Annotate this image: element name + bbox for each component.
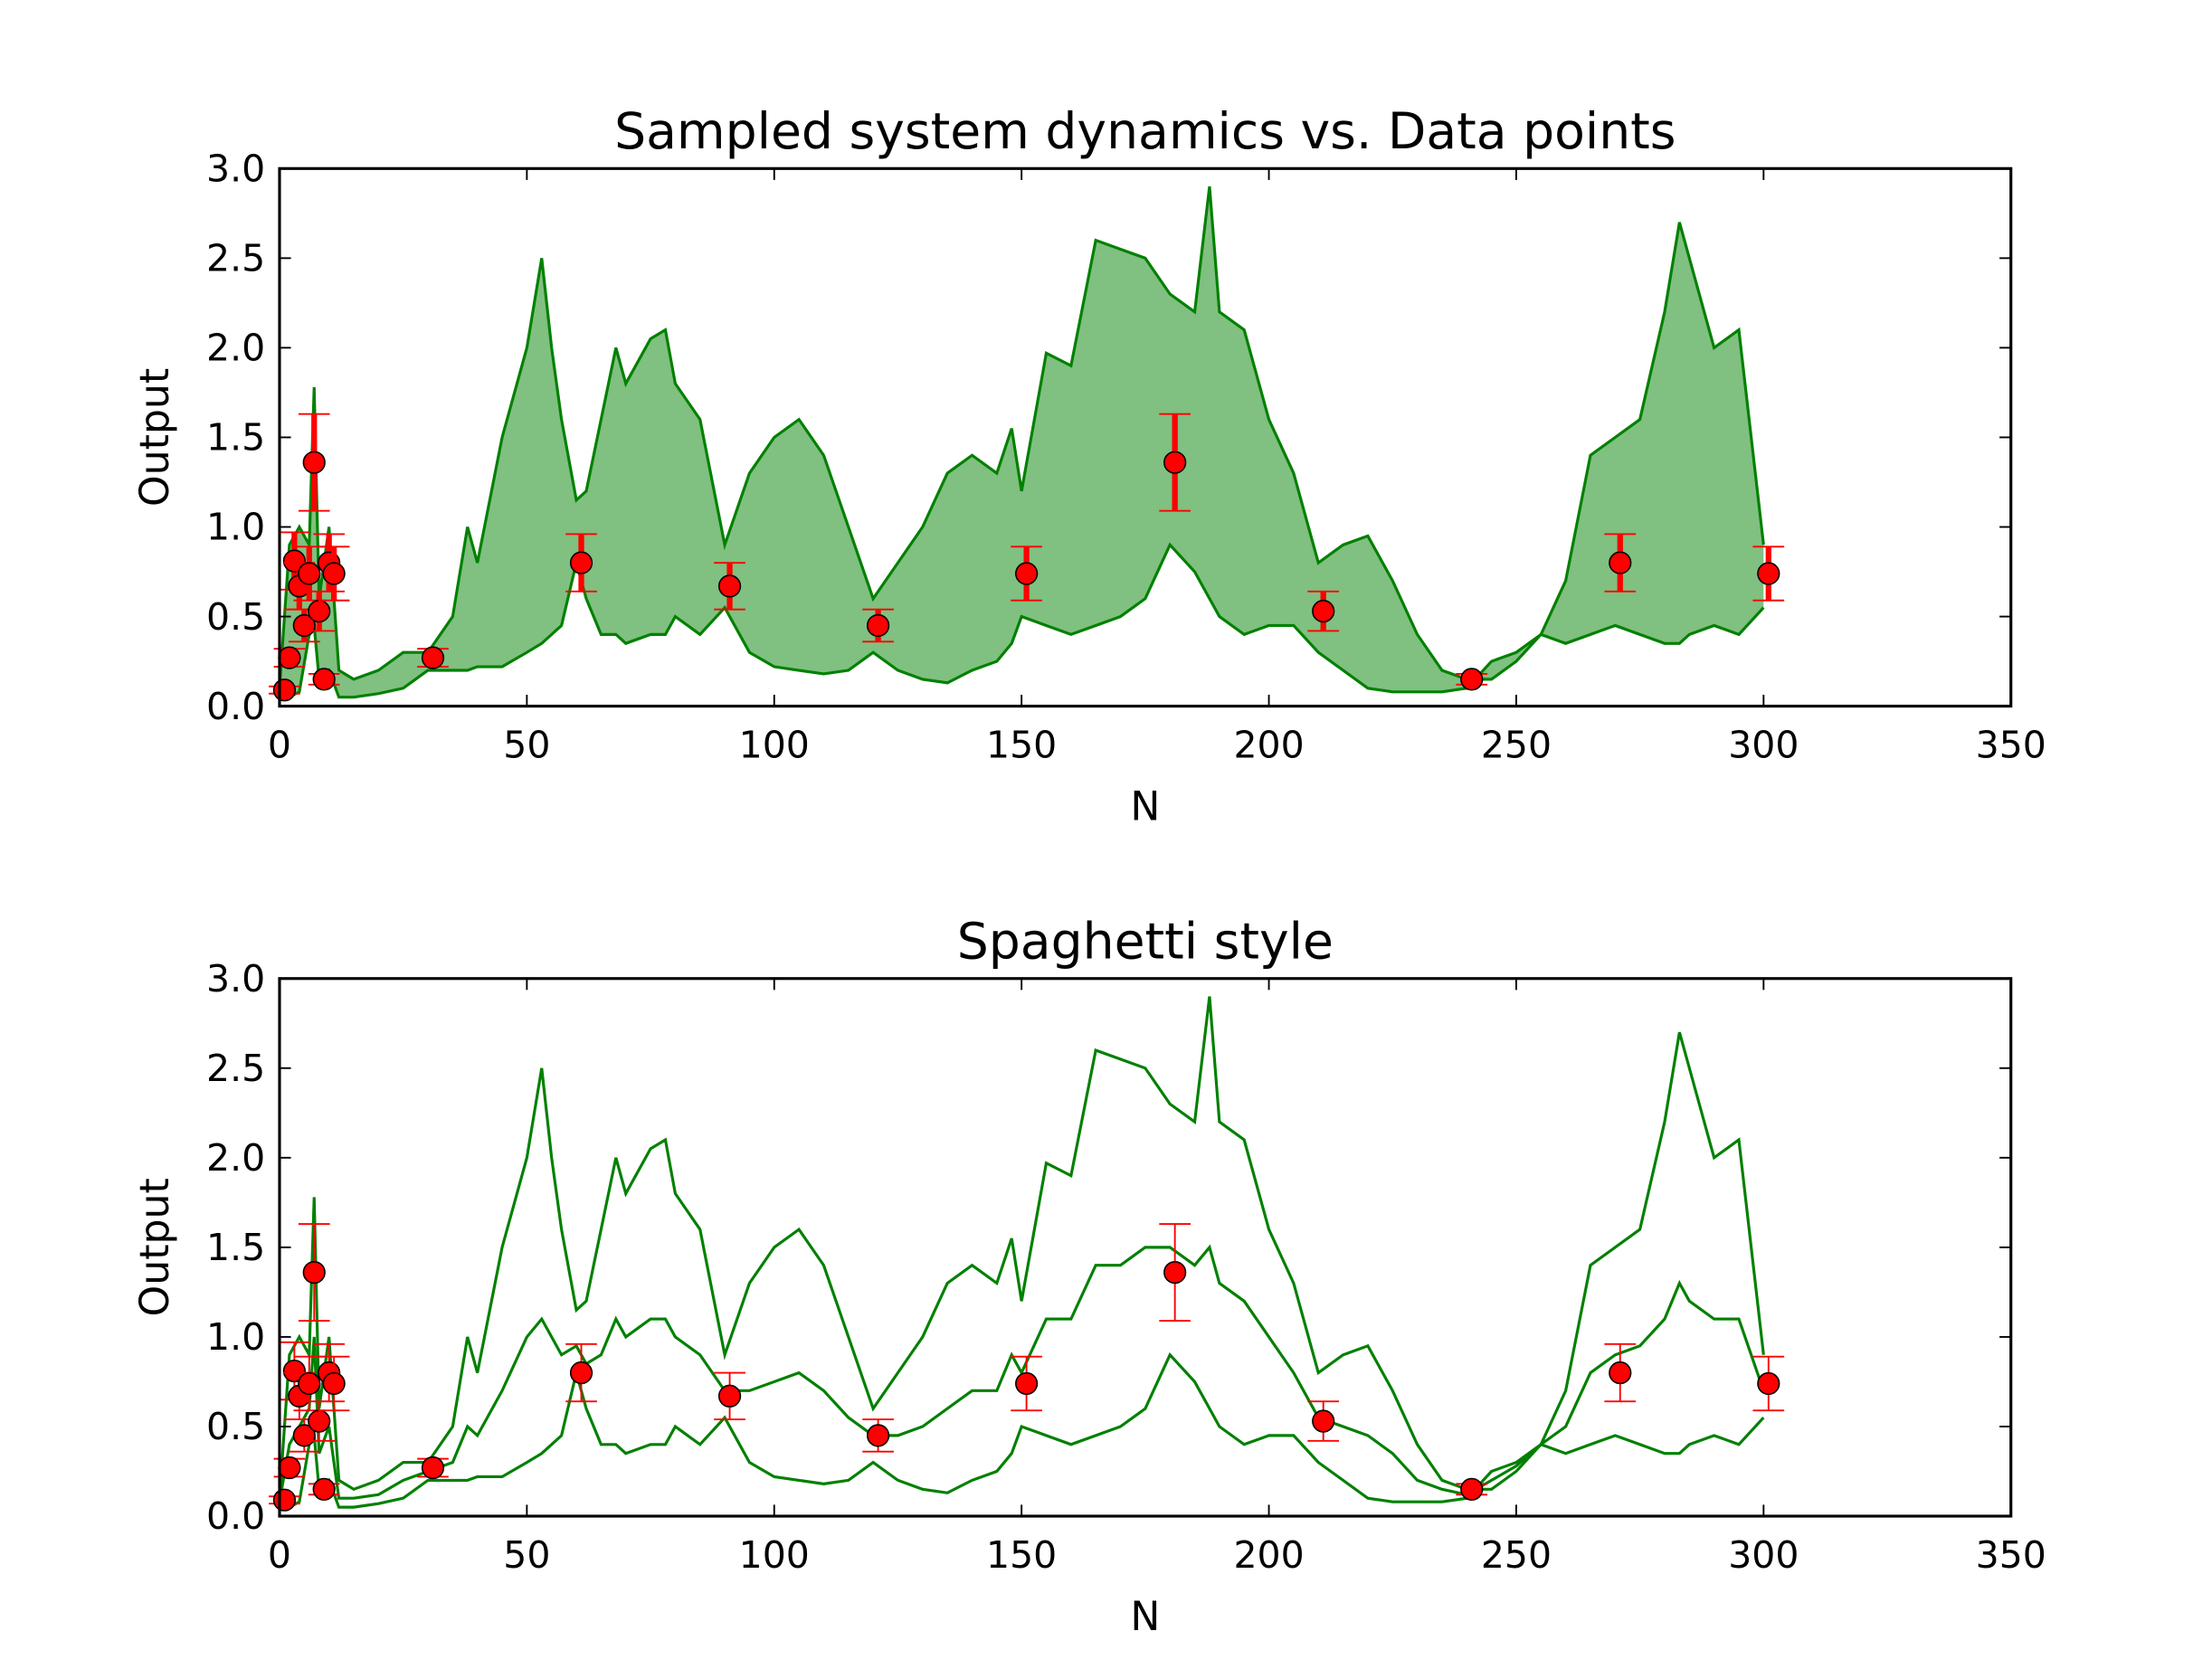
y-tick-label: 1.0: [206, 506, 265, 549]
y-tick-label: 0.0: [206, 685, 265, 728]
x-tick-label: 350: [1976, 723, 2046, 766]
data-point: [1163, 450, 1187, 474]
data-point: [1312, 1409, 1335, 1433]
y-tick-label: 2.5: [206, 237, 265, 280]
x-tick-label: 200: [1233, 723, 1304, 766]
x-axis-label: N: [1130, 784, 1160, 830]
x-axis-label: N: [1130, 1594, 1160, 1640]
data-point: [717, 574, 742, 598]
x-tick-label: 100: [739, 723, 810, 766]
x-tick-label: 0: [268, 723, 291, 766]
data-point: [1757, 562, 1780, 585]
data-point: [717, 1384, 742, 1408]
data-point: [312, 668, 336, 691]
data-point: [272, 678, 297, 702]
lower-line: [279, 542, 1765, 699]
x-tick-label: 50: [503, 723, 550, 766]
y-tick-label: 1.0: [206, 1315, 265, 1359]
spaghetti-line: [278, 996, 1765, 1499]
y-tick-label: 2.0: [206, 327, 265, 370]
x-tick-label: 250: [1481, 723, 1552, 766]
y-axis-label: Output: [132, 368, 178, 507]
x-tick-label: 350: [1976, 1533, 2046, 1577]
data-point: [421, 1456, 445, 1480]
x-tick-label: 0: [268, 1533, 291, 1577]
y-tick-label: 0.0: [206, 1494, 265, 1538]
x-tick-label: 300: [1728, 723, 1799, 766]
y-tick-label: 1.5: [206, 416, 265, 460]
data-point: [278, 646, 301, 669]
y-tick-label: 2.0: [206, 1136, 265, 1180]
y-tick-label: 0.5: [206, 595, 265, 639]
data-point: [308, 1409, 331, 1433]
data-point: [569, 1361, 593, 1385]
data-point: [1163, 1260, 1187, 1285]
upper-line: [278, 185, 1765, 688]
x-tick-label: 50: [503, 1533, 550, 1577]
data-point: [421, 646, 445, 669]
data-point: [1460, 1477, 1484, 1501]
data-point: [298, 1371, 321, 1396]
data-point: [322, 562, 346, 585]
x-tick-label: 300: [1728, 1533, 1799, 1577]
data-point: [866, 1424, 890, 1447]
data-point: [1015, 1371, 1039, 1396]
x-tick-label: 100: [739, 1533, 810, 1577]
x-tick-label: 150: [986, 723, 1057, 766]
data-point: [1312, 600, 1335, 623]
spaghetti-line: [278, 1244, 1765, 1503]
data-point: [302, 1260, 326, 1285]
data-point: [1015, 562, 1039, 585]
data-point: [1609, 551, 1632, 574]
y-tick-label: 3.0: [206, 147, 265, 191]
data-point: [866, 613, 890, 638]
x-tick-label: 150: [986, 1533, 1057, 1577]
y-tick-label: 3.0: [206, 957, 265, 1000]
data-point: [308, 600, 331, 623]
y-tick-label: 2.5: [206, 1047, 265, 1090]
data-point: [569, 551, 593, 574]
data-point: [322, 1371, 346, 1396]
y-tick-label: 1.5: [206, 1226, 265, 1269]
spaghetti-line: [279, 1351, 1765, 1509]
data-point: [312, 1477, 336, 1501]
band-area: [279, 186, 1764, 697]
data-point: [278, 1456, 301, 1480]
data-point: [302, 450, 326, 474]
data-point: [1460, 668, 1484, 691]
data-point: [298, 562, 321, 585]
chart-title: Spaghetti style: [957, 914, 1334, 972]
data-point: [1757, 1371, 1780, 1396]
data-point: [1609, 1361, 1632, 1385]
chart-title: Sampled system dynamics vs. Data points: [614, 103, 1676, 161]
y-axis-label: Output: [132, 1178, 178, 1316]
data-point: [272, 1488, 297, 1512]
y-tick-label: 0.5: [206, 1405, 265, 1448]
x-tick-label: 250: [1481, 1533, 1552, 1577]
x-tick-label: 200: [1233, 1533, 1304, 1577]
